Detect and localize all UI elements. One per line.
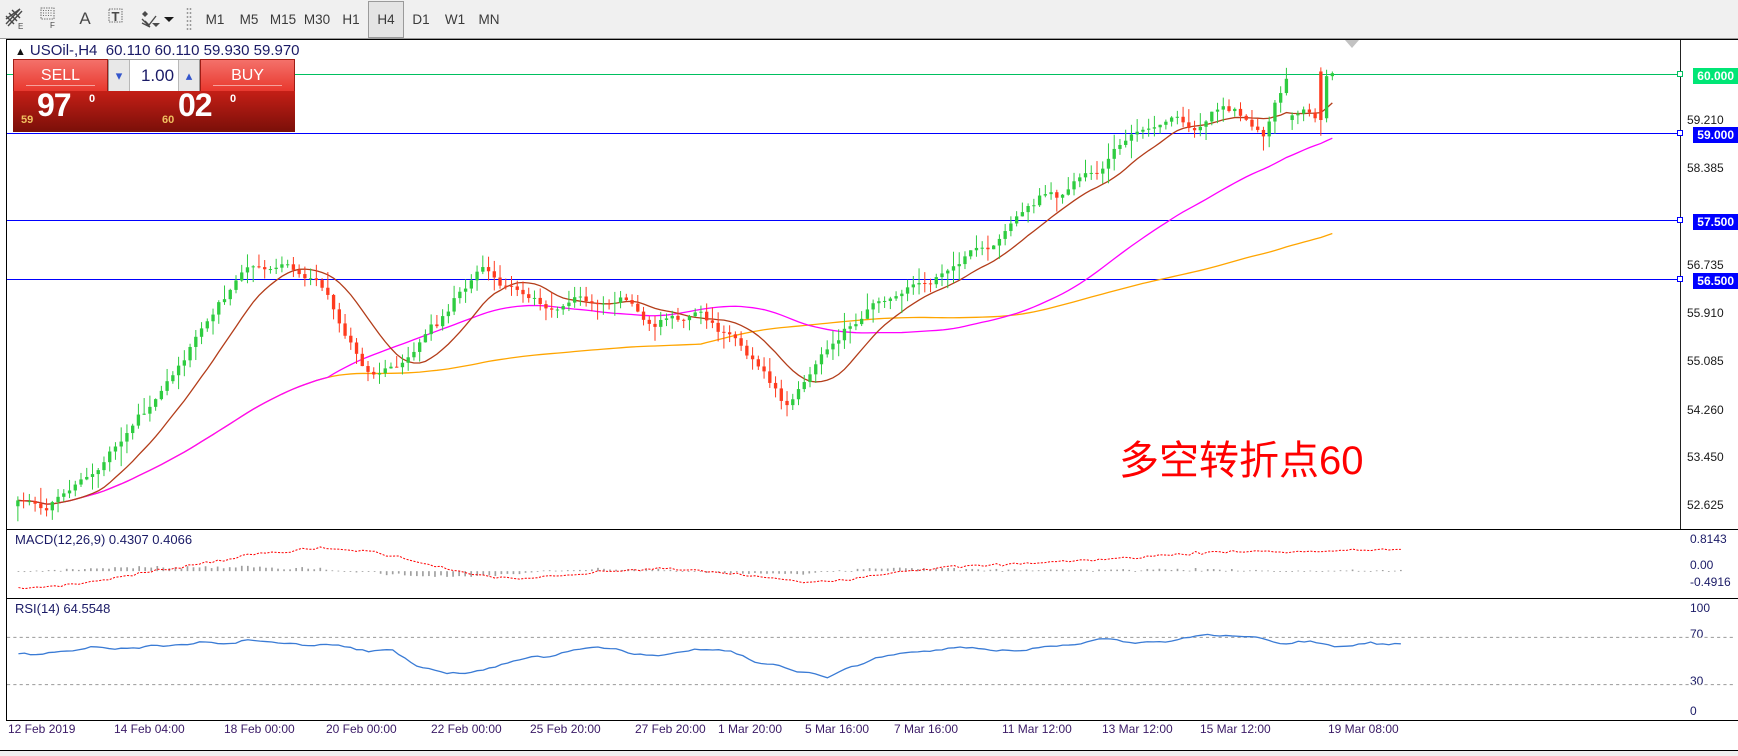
svg-text:F: F (50, 21, 55, 30)
svg-text:E: E (18, 22, 23, 31)
svg-text:T: T (112, 9, 120, 24)
